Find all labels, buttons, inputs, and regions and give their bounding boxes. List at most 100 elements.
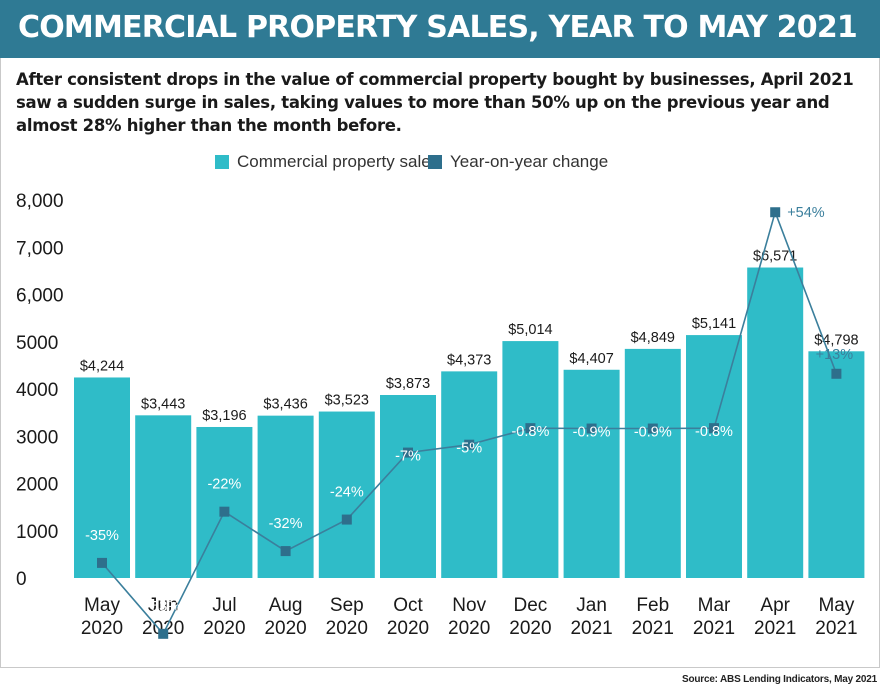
- sales-bar: [380, 395, 436, 578]
- y-tick-label: 5000: [16, 333, 58, 354]
- sales-bar-label: $6,571: [753, 249, 797, 265]
- x-tick-year: 2021: [570, 618, 612, 639]
- x-tick-year: 2021: [754, 618, 796, 639]
- sales-bar-label: $5,141: [692, 316, 736, 332]
- yoy-label: -0.9%: [634, 425, 672, 441]
- yoy-marker: [464, 439, 475, 450]
- sales-bar: [196, 426, 253, 578]
- x-tick-year: 2020: [264, 618, 306, 639]
- x-tick-month: Feb: [636, 595, 669, 616]
- yoy-marker: [219, 506, 230, 517]
- sales-bar-label: $3,436: [263, 397, 307, 413]
- sales-bar: [747, 267, 804, 578]
- y-tick-label: 3000: [16, 427, 58, 448]
- x-tick-month: May: [84, 595, 120, 616]
- yoy-marker: [341, 514, 352, 525]
- y-tick-label: 8,000: [16, 191, 64, 212]
- yoy-label: +13%: [816, 347, 854, 363]
- sales-bar-label: $3,873: [386, 376, 430, 392]
- sales-bar-label: $4,849: [631, 330, 675, 346]
- x-tick-month: Apr: [760, 595, 790, 616]
- x-tick-year: 2020: [326, 618, 368, 639]
- yoy-marker: [586, 423, 597, 434]
- yoy-label: +54%: [787, 205, 825, 221]
- yoy-label: -0.8%: [695, 424, 733, 440]
- sales-bar-label: $4,244: [80, 358, 124, 374]
- sales-bar: [74, 377, 130, 578]
- yoy-marker: [403, 447, 413, 458]
- y-tick-label: 7,000: [16, 238, 64, 259]
- x-tick-year: 2021: [632, 618, 674, 639]
- yoy-label: -0.9%: [573, 425, 611, 441]
- y-tick-label: 2000: [16, 475, 58, 496]
- yoy-marker: [280, 546, 291, 557]
- sales-bar-label: $4,407: [569, 351, 613, 367]
- sales-bar-label: $3,523: [325, 393, 369, 409]
- yoy-label: -32%: [269, 516, 303, 532]
- x-tick-month: Nov: [452, 595, 486, 616]
- x-tick-year: 2020: [81, 618, 123, 639]
- yoy-label: -22%: [207, 477, 241, 493]
- yoy-marker: [97, 557, 107, 568]
- x-tick-year: 2020: [448, 618, 490, 639]
- sales-bar: [808, 351, 865, 578]
- sales-bar-label: $3,443: [141, 396, 185, 412]
- yoy-label: -35%: [85, 528, 119, 544]
- x-tick-year: 2020: [142, 618, 184, 639]
- x-tick-month: Jan: [576, 595, 607, 616]
- yoy-marker: [831, 368, 842, 379]
- y-axis: 8,000 7,000 6,000 5000 4000 3000 2000 1000 0: [16, 191, 64, 590]
- legend-item-sales: Commercial property sales: [215, 152, 439, 172]
- x-tick-month: May: [818, 595, 854, 616]
- x-axis: May2020Jun2020Jul2020Aug2020Sep2020Oct20…: [81, 595, 858, 639]
- legend-label-sales: Commercial property sales: [237, 152, 440, 171]
- x-tick-year: 2020: [387, 618, 429, 639]
- x-tick-month: Jul: [212, 595, 236, 616]
- sales-bar-label: $3,196: [202, 408, 246, 424]
- yoy-marker: [525, 423, 536, 434]
- source-note: Source: ABS Lending Indicators, May 2021: [681, 674, 877, 685]
- yoy-label: -7%: [395, 449, 421, 465]
- yoy-label: -53%: [146, 599, 180, 615]
- yoy-label: -24%: [330, 485, 364, 501]
- legend-swatch-sales: [215, 155, 229, 169]
- yoy-marker: [770, 207, 781, 218]
- sales-bar-label: $5,014: [508, 322, 552, 338]
- x-tick-year: 2020: [509, 618, 551, 639]
- sales-bar: [686, 335, 742, 578]
- x-tick-month: Jun: [148, 595, 179, 616]
- title-banner: COMMERCIAL PROPERTY SALES, YEAR TO MAY 2…: [0, 0, 880, 58]
- legend-swatch-yoy: [428, 155, 442, 169]
- x-tick-year: 2021: [815, 618, 857, 639]
- legend-label-yoy: Year-on-year change: [450, 152, 609, 171]
- x-tick-month: Sep: [330, 595, 364, 616]
- yoy-marker: [709, 423, 719, 434]
- x-tick-month: Mar: [698, 595, 731, 616]
- sales-bar: [624, 348, 681, 578]
- yoy-series: -35% -53% -22% -32% -24% -7% -5% -0.8% -0.9% -0.9…: [85, 205, 853, 639]
- yoy-label: -5%: [456, 441, 482, 457]
- x-tick-month: Oct: [393, 595, 423, 616]
- chart-title: COMMERCIAL PROPERTY SALES, YEAR TO MAY 2…: [18, 10, 858, 45]
- yoy-marker: [647, 423, 658, 434]
- x-tick-month: Aug: [269, 595, 303, 616]
- chart-subtitle: After consistent drops in the value of c…: [16, 70, 854, 135]
- y-tick-label: 6,000: [16, 286, 64, 307]
- x-tick-month: Dec: [514, 595, 548, 616]
- x-tick-year: 2020: [203, 618, 245, 639]
- bar-labels: $4,244 $3,443 $3,196 $3,436 $3,523 $3,873 $4,3…: [80, 249, 859, 424]
- y-tick-label: 1000: [16, 522, 58, 543]
- sales-bar: [441, 371, 498, 578]
- x-tick-year: 2021: [693, 618, 735, 639]
- sales-bar: [318, 411, 375, 578]
- sales-bar-label: $4,373: [447, 352, 491, 368]
- sales-bar: [502, 341, 559, 578]
- bars: [74, 267, 865, 578]
- sales-bar: [563, 369, 620, 578]
- y-tick-label: 0: [16, 569, 27, 590]
- yoy-label: -0.8%: [511, 424, 549, 440]
- y-tick-label: 4000: [16, 380, 58, 401]
- yoy-marker: [158, 628, 169, 639]
- legend-item-yoy: Year-on-year change: [428, 152, 608, 172]
